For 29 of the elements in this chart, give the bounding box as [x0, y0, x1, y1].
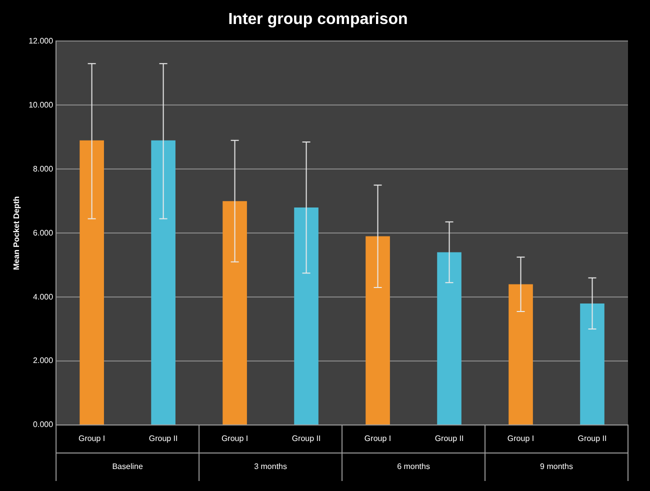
- y-tick-label: 10.000: [28, 100, 54, 110]
- bar: [437, 252, 462, 424]
- text: Group II: [434, 434, 464, 444]
- x-tick-label: 3 months: [254, 462, 287, 472]
- series-label: Group I: [78, 434, 106, 444]
- bar: [222, 201, 247, 424]
- text: Group II: [148, 434, 178, 444]
- text: Group I: [364, 434, 392, 444]
- bar: [366, 236, 390, 424]
- text: Group I: [507, 434, 534, 444]
- x-tick-label: Baseline: [112, 462, 144, 472]
- bar: [80, 140, 104, 424]
- y-tick-label: 0.000: [33, 420, 54, 430]
- bar: [294, 208, 318, 424]
- bar: [508, 284, 533, 424]
- bar: [580, 303, 604, 424]
- text: Group II: [292, 434, 321, 444]
- chart-title: Inter group comparison: [228, 11, 408, 28]
- series-label: Group II: [578, 434, 607, 444]
- y-axis-title: Mean Pocket Depth: [12, 196, 22, 270]
- text: Group I: [221, 434, 248, 444]
- bar: [151, 140, 176, 424]
- x-tick-label: 9 months: [540, 462, 573, 472]
- y-tick-label: 4.000: [33, 292, 54, 302]
- y-tick-label: 6.000: [33, 228, 54, 238]
- y-tick-label: 2.000: [33, 356, 54, 366]
- x-tick-label: 6 months: [397, 462, 430, 472]
- y-tick-label: 8.000: [33, 164, 54, 174]
- y-tick-label: 12.000: [28, 36, 54, 46]
